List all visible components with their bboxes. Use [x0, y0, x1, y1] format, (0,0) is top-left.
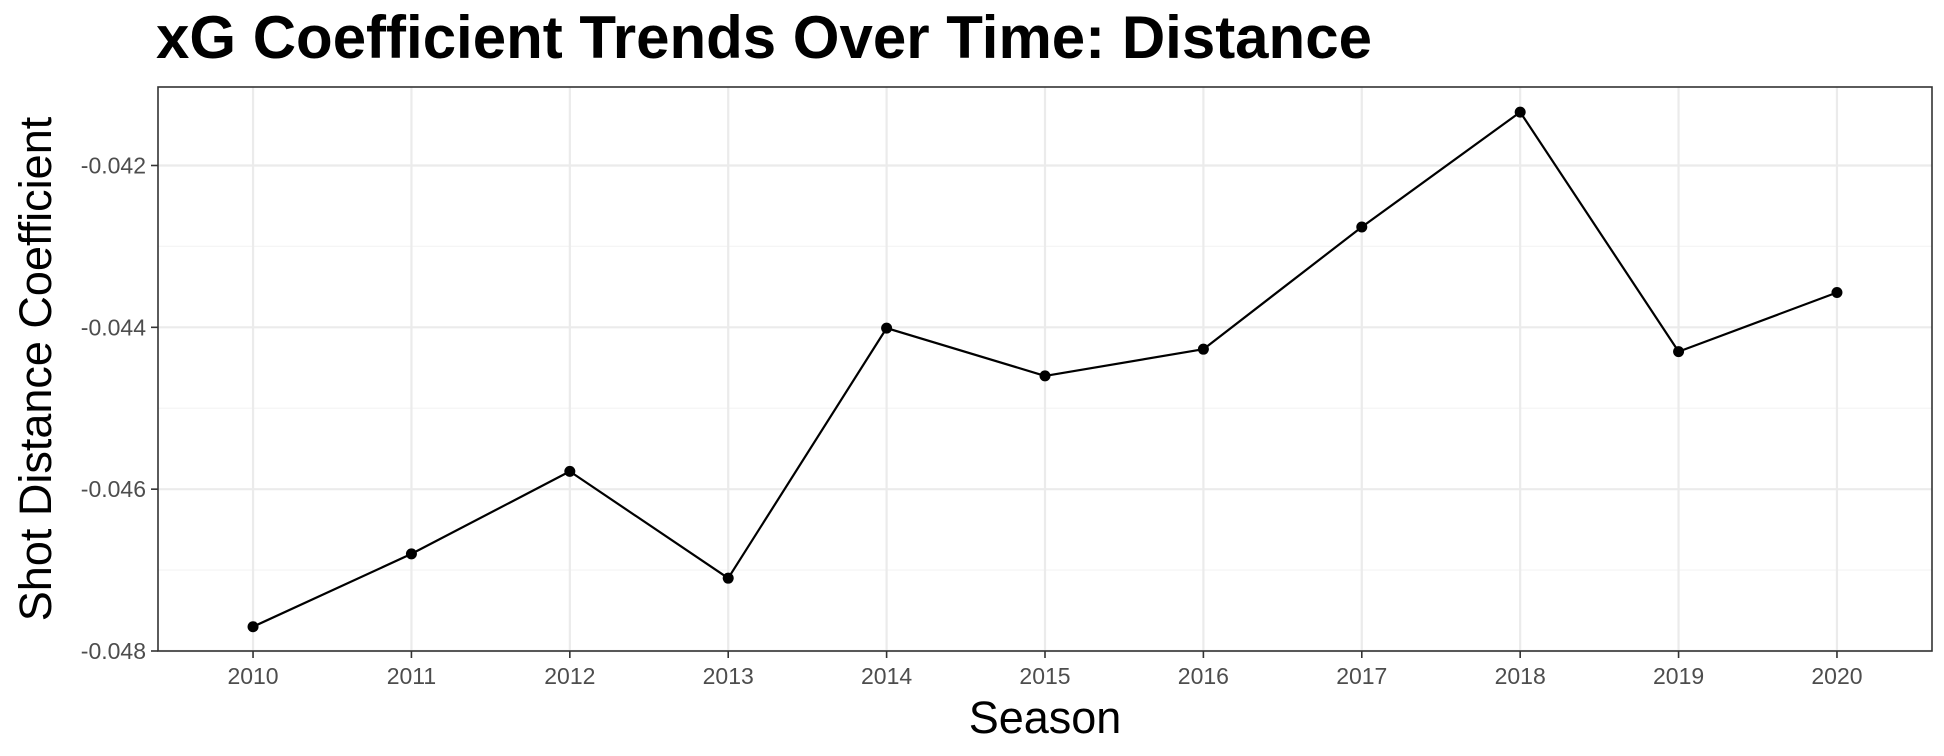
data-point	[564, 465, 576, 477]
y-tick-label: -0.042	[81, 152, 146, 178]
x-tick-label: 2020	[1811, 663, 1862, 689]
x-tick-label: 2013	[703, 663, 754, 689]
data-point	[1514, 106, 1526, 118]
data-point	[1673, 346, 1685, 358]
axes: -0.048 -0.046 -0.044 -0.042 2010 2011 2012 2013…	[81, 152, 1863, 689]
x-tick-label: 2012	[544, 663, 595, 689]
x-tick-label: 2010	[227, 663, 278, 689]
y-tick-label: -0.046	[81, 476, 146, 502]
data-point	[247, 621, 259, 633]
x-tick-label: 2018	[1495, 663, 1546, 689]
x-tick-label: 2019	[1653, 663, 1704, 689]
x-tick-label: 2017	[1336, 663, 1387, 689]
x-tick-label: 2011	[387, 663, 436, 689]
x-tick-label: 2014	[861, 663, 912, 689]
y-tick-label: -0.044	[81, 314, 146, 340]
data-point	[881, 322, 893, 334]
data-point	[1039, 370, 1051, 382]
y-axis-title: Shot Distance Coefficient	[10, 116, 61, 621]
x-tick-label: 2016	[1178, 663, 1229, 689]
data-point	[405, 548, 417, 560]
y-tick-label: -0.048	[81, 638, 146, 664]
data-point	[722, 572, 734, 584]
series-layer	[247, 106, 1843, 633]
data-point	[1356, 221, 1368, 233]
x-tick-label: 2015	[1019, 663, 1070, 689]
chart-title: xG Coefficient Trends Over Time: Distanc…	[156, 4, 1372, 71]
data-point	[1831, 287, 1843, 299]
data-point	[1197, 343, 1209, 355]
grid-lines	[158, 87, 1932, 653]
x-axis-title: Season	[969, 692, 1122, 743]
